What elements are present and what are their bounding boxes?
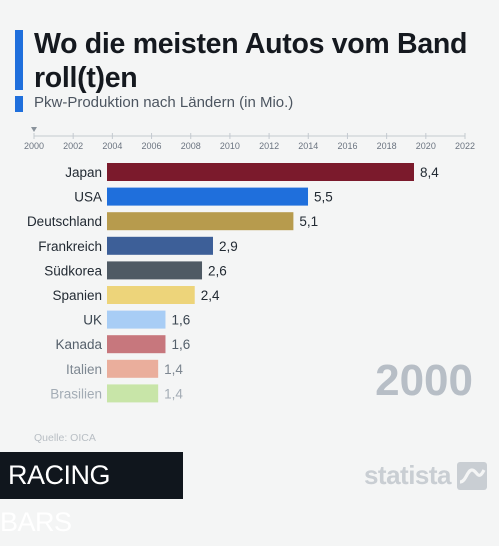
timeline-marker-icon [31, 127, 37, 132]
bar-value-label: 1,4 [164, 362, 183, 377]
timeline-tick-label: 2012 [259, 141, 279, 151]
source-note: Quelle: OICA [34, 432, 96, 444]
timeline-tick-label: 2018 [377, 141, 397, 151]
statista-wave-icon [457, 461, 487, 490]
bar [107, 212, 294, 231]
title-accent-bar [15, 30, 23, 90]
bar-category-label: Südkorea [44, 263, 102, 278]
statista-logo: statista [364, 460, 487, 491]
timeline-tick-label: 2008 [181, 141, 201, 151]
bar-value-label: 1,6 [171, 337, 190, 352]
timeline-tick-label: 2020 [416, 141, 436, 151]
bar [107, 236, 213, 255]
bar-category-label: USA [74, 190, 102, 205]
timeline-tick-label: 2004 [102, 141, 122, 151]
brand-name: statista [363, 460, 452, 490]
bar [107, 335, 166, 354]
timeline-tick-label: 2002 [63, 141, 83, 151]
bar-value-label: 1,6 [171, 313, 190, 328]
bar-value-label: 2,9 [219, 239, 238, 254]
bar-value-label: 5,1 [299, 214, 318, 229]
bar [107, 187, 309, 206]
bar-category-label: Kanada [55, 337, 102, 352]
bar [107, 286, 195, 304]
bar-value-label: 2,6 [208, 263, 227, 278]
bar-category-label: UK [83, 313, 102, 328]
chart-subtitle: Pkw-Produktion nach Ländern (in Mio.) [34, 94, 294, 111]
bar-category-label: Deutschland [27, 214, 102, 229]
bar-category-label: Japan [65, 165, 102, 180]
current-year-display: 2000 [375, 356, 473, 405]
bar [107, 163, 414, 181]
timeline-tick-label: 2016 [337, 141, 357, 151]
timeline-tick-label: 2022 [455, 141, 475, 151]
bar-value-label: 5,5 [314, 190, 333, 205]
racing-bars-badge: RACING BARS [0, 452, 183, 537]
bar-chart: 2000 2002 2004 2006 2008 2010 2012 2014 2016 2018… [24, 127, 475, 403]
timeline-tick-label: 2000 [24, 141, 44, 151]
timeline-tick-label: 2006 [142, 141, 162, 151]
bar [107, 359, 159, 378]
bar-category-label: Brasilien [50, 386, 102, 401]
subtitle-accent-bar [15, 96, 23, 112]
timeline-tick-label: 2014 [298, 141, 318, 151]
bar-category-label: Italien [66, 362, 102, 377]
chart-title: Wo die meisten Autos vom Band roll(t)en [34, 28, 468, 94]
bar [107, 261, 203, 280]
bar [107, 310, 166, 329]
bar-category-label: Spanien [52, 288, 102, 303]
bar-value-label: 2,4 [201, 288, 220, 303]
bar-value-label: 8,4 [420, 165, 439, 180]
bar-category-label: Frankreich [38, 239, 102, 254]
bar-value-label: 1,4 [164, 386, 183, 401]
timeline-tick-label: 2010 [220, 141, 240, 151]
bar [107, 384, 159, 403]
